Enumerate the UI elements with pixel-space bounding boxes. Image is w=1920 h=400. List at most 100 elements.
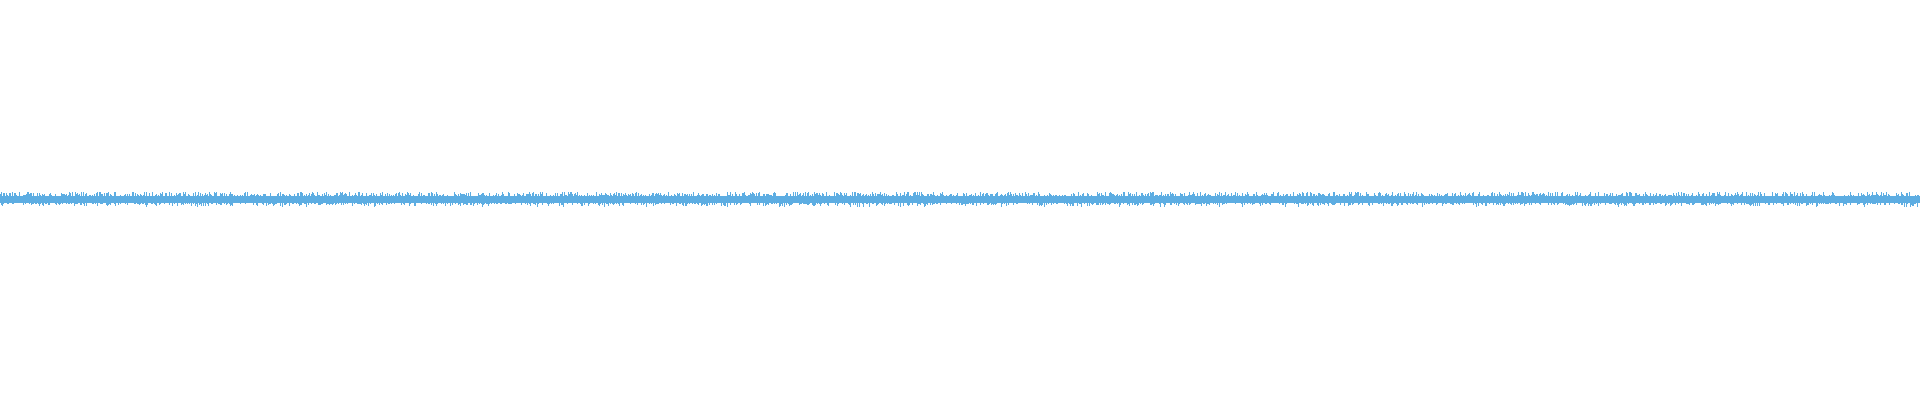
waveform-sample: [1484, 196, 1485, 203]
waveform-sample: [151, 196, 152, 204]
waveform-sample: [136, 196, 137, 203]
waveform-sample: [1535, 195, 1536, 204]
waveform-sample: [769, 195, 770, 203]
waveform-sample: [365, 196, 366, 204]
waveform-sample: [1445, 194, 1446, 204]
waveform-sample: [720, 196, 721, 203]
waveform-sample: [934, 195, 935, 204]
waveform-sample: [522, 195, 523, 203]
waveform-sample: [1127, 196, 1128, 205]
waveform-sample: [274, 196, 275, 205]
waveform-sample: [789, 196, 790, 206]
waveform-sample: [199, 196, 200, 205]
waveform-sample: [1905, 196, 1906, 203]
waveform-sample: [1753, 196, 1754, 206]
waveform-sample: [1081, 196, 1082, 207]
waveform-sample: [1520, 195, 1521, 205]
waveform-sample: [1144, 196, 1145, 203]
waveform-sample: [1465, 193, 1466, 203]
waveform-sample: [1409, 196, 1410, 203]
waveform-sample: [183, 192, 184, 205]
waveform-sample: [1878, 195, 1879, 203]
waveform-sample: [737, 196, 738, 204]
waveform-sample: [1403, 196, 1404, 203]
waveform-sample: [1856, 196, 1857, 203]
waveform-sample: [704, 196, 705, 205]
waveform-sample: [1622, 193, 1623, 203]
waveform-sample: [915, 192, 916, 203]
waveform-sample: [1719, 192, 1720, 204]
waveform-sample: [438, 196, 439, 203]
waveform-sample: [1083, 193, 1084, 203]
waveform-sample: [1419, 196, 1420, 203]
waveform-sample: [1059, 195, 1060, 203]
waveform-sample: [389, 194, 390, 204]
waveform-sample: [310, 196, 311, 203]
waveform-sample: [1463, 195, 1464, 203]
waveform-sample: [731, 196, 732, 203]
waveform-sample: [188, 194, 189, 203]
waveform-sample: [682, 193, 683, 205]
waveform-sample: [291, 196, 292, 203]
waveform-sample: [304, 195, 305, 204]
waveform-sample: [686, 195, 687, 206]
waveform-sample: [331, 196, 332, 204]
waveform-sample: [1396, 196, 1397, 204]
waveform-sample: [1012, 196, 1013, 203]
waveform-sample: [608, 195, 609, 206]
waveform-sample: [687, 194, 688, 204]
waveform-sample: [1364, 196, 1365, 203]
waveform-sample: [622, 196, 623, 205]
waveform-sample: [191, 196, 192, 206]
waveform-sample: [1861, 193, 1862, 203]
waveform-sample: [931, 194, 932, 203]
waveform-sample: [1504, 196, 1505, 206]
waveform-sample: [319, 195, 320, 205]
waveform-sample: [1526, 196, 1527, 204]
waveform-sample: [50, 193, 51, 203]
waveform-sample: [1850, 192, 1851, 205]
waveform-sample: [1064, 195, 1065, 204]
waveform-sample: [1003, 196, 1004, 203]
waveform-sample: [1838, 196, 1839, 203]
waveform-sample: [840, 192, 841, 203]
waveform-sample: [1309, 196, 1310, 203]
waveform-sample: [1648, 196, 1649, 203]
waveform-sample: [795, 192, 796, 203]
waveform-sample: [55, 194, 56, 204]
waveform-sample: [31, 193, 32, 205]
waveform-sample: [925, 196, 926, 206]
waveform-sample: [52, 196, 53, 203]
waveform-sample: [1676, 193, 1677, 203]
waveform-sample: [868, 195, 869, 203]
waveform-sample: [1074, 194, 1075, 203]
waveform-sample: [1782, 194, 1783, 204]
waveform-sample: [200, 193, 201, 204]
waveform-sample: [635, 193, 636, 204]
waveform-sample: [201, 196, 202, 206]
waveform-sample: [405, 194, 406, 203]
waveform-sample: [1005, 194, 1006, 203]
waveform-sample: [745, 195, 746, 203]
waveform-sample: [619, 193, 620, 206]
waveform-sample: [989, 196, 990, 204]
waveform-sample: [621, 193, 622, 203]
waveform-sample: [865, 195, 866, 203]
waveform-sample: [1324, 195, 1325, 205]
waveform-sample: [1840, 196, 1841, 203]
waveform-sample: [1548, 192, 1549, 205]
waveform-sample: [429, 193, 430, 204]
waveform-sample: [305, 196, 306, 204]
waveform-sample: [207, 194, 208, 204]
waveform-sample: [645, 195, 646, 203]
waveform-sample: [192, 196, 193, 203]
waveform-sample: [966, 193, 967, 204]
waveform-sample: [279, 196, 280, 203]
waveform-sample: [404, 196, 405, 205]
waveform-sample: [933, 192, 934, 204]
waveform-sample: [962, 196, 963, 205]
waveform-sample: [591, 195, 592, 203]
waveform-sample: [885, 196, 886, 204]
waveform-sample: [1390, 196, 1391, 203]
